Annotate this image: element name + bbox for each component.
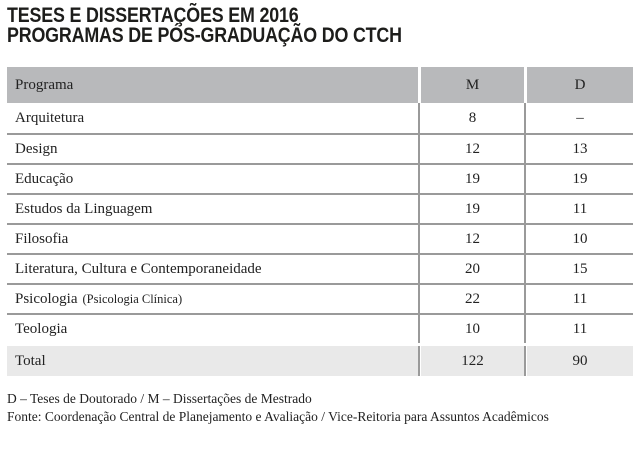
title-line-1: TESES E DISSERTAÇÕES EM 2016 <box>7 4 299 27</box>
table-row-psicologia: Psicologia (Psicologia Clínica) 22 11 <box>7 283 633 313</box>
m-value: 8 <box>468 109 477 126</box>
legend-note: D – Teses de Doutorado / M – Dissertaçõe… <box>7 391 312 406</box>
d-value: 13 <box>572 140 588 157</box>
page: TESES E DISSERTAÇÕES EM 2016 PROGRAMAS D… <box>7 4 640 426</box>
d-value: 15 <box>572 260 588 277</box>
program-name: Psicologia <box>15 290 78 307</box>
footnotes: D – Teses de Doutorado / M – Dissertaçõe… <box>7 390 640 426</box>
program-name: Filosofia <box>15 230 69 247</box>
d-value: 10 <box>572 230 588 247</box>
column-divider <box>524 67 527 103</box>
program-name: Design <box>15 140 58 157</box>
m-value: 22 <box>465 290 480 307</box>
d-value: 11 <box>572 200 588 217</box>
program-name: Educação <box>15 170 74 187</box>
column-divider <box>418 315 421 343</box>
program-cell: Literatura, Cultura e Contemporaneidade <box>7 255 418 283</box>
table-row-literatura: Literatura, Cultura e Contemporaneidade … <box>7 253 633 283</box>
column-divider <box>524 195 527 223</box>
column-divider <box>418 255 421 283</box>
header-program: Programa <box>7 67 418 103</box>
column-divider <box>418 67 421 103</box>
m-value: 20 <box>465 260 480 277</box>
m-value: 10 <box>465 320 480 337</box>
table-row-educacao: Educação 19 19 <box>7 163 633 193</box>
column-divider <box>524 225 527 253</box>
table-row-teologia: Teologia 10 11 <box>7 313 633 343</box>
table-row-estudos-da-linguagem: Estudos da Linguagem 19 11 <box>7 193 633 223</box>
column-divider <box>418 225 421 253</box>
d-value: 11 <box>572 290 588 307</box>
total-label: Total <box>7 346 418 376</box>
column-divider <box>524 255 527 283</box>
program-cell: Design <box>7 135 418 163</box>
program-cell: Estudos da Linguagem <box>7 195 418 223</box>
d-value: 19 <box>572 170 588 187</box>
program-cell: Teologia <box>7 315 418 343</box>
table-header-row: Programa M D <box>7 67 633 103</box>
page-title: TESES E DISSERTAÇÕES EM 2016 PROGRAMAS D… <box>7 4 640 47</box>
program-note: (Psicologia Clínica) <box>82 291 183 306</box>
header-d: D <box>527 67 633 103</box>
column-divider <box>418 346 421 376</box>
program-name: Arquitetura <box>15 109 85 126</box>
column-divider <box>524 315 527 343</box>
table-row-filosofia: Filosofia 12 10 <box>7 223 633 253</box>
source-note: Fonte: Coordenação Central de Planejamen… <box>7 409 549 424</box>
column-divider <box>524 285 527 313</box>
table-row-arquitetura: Arquitetura 8 – <box>7 103 633 133</box>
title-line-2: PROGRAMAS DE PÓS-GRADUAÇÃO DO CTCH <box>7 24 402 47</box>
program-name: Teologia <box>15 320 68 337</box>
m-value: 12 <box>465 230 480 247</box>
program-cell: Arquitetura <box>7 103 418 133</box>
d-value: – <box>576 109 584 126</box>
program-cell: Psicologia (Psicologia Clínica) <box>7 285 418 313</box>
column-divider <box>524 103 527 133</box>
m-value: 12 <box>465 140 480 157</box>
column-divider <box>418 195 421 223</box>
m-value: 19 <box>465 200 480 217</box>
column-divider <box>418 103 421 133</box>
total-m-value: 122 <box>421 346 524 376</box>
column-divider <box>418 135 421 163</box>
column-divider <box>524 165 527 193</box>
theses-dissertations-table: Programa M D Arquitetura 8 – Design 12 1… <box>7 67 633 376</box>
column-divider <box>418 165 421 193</box>
table-row-design: Design 12 13 <box>7 133 633 163</box>
program-cell: Educação <box>7 165 418 193</box>
total-d-value: 90 <box>527 346 633 376</box>
column-divider <box>418 285 421 313</box>
program-name: Estudos da Linguagem <box>15 200 153 217</box>
column-divider <box>524 135 527 163</box>
m-value: 19 <box>465 170 480 187</box>
table-total-row: Total 122 90 <box>7 346 633 376</box>
header-m: M <box>421 67 524 103</box>
program-cell: Filosofia <box>7 225 418 253</box>
program-name: Literatura, Cultura e Contemporaneidade <box>15 260 262 277</box>
d-value: 11 <box>572 320 588 337</box>
column-divider <box>524 346 527 376</box>
